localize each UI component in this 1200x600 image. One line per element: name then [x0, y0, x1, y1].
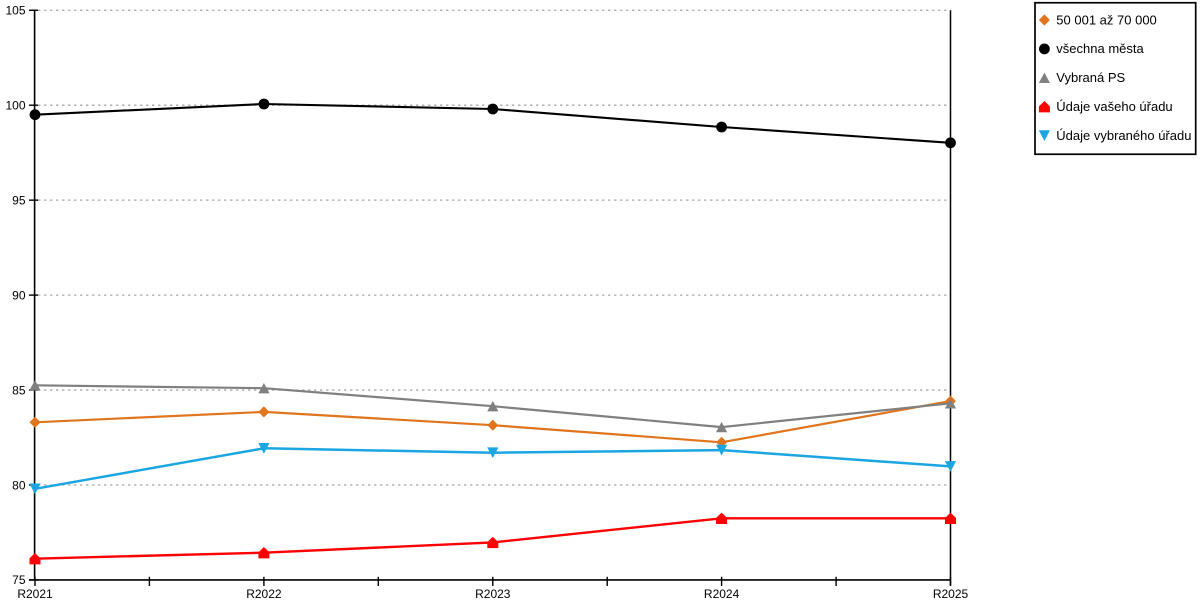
svg-text:Údaje vašeho úřadu: Údaje vašeho úřadu	[1056, 99, 1172, 114]
svg-text:50 001 až 70 000: 50 001 až 70 000	[1056, 12, 1156, 27]
svg-text:Vybraná PS: Vybraná PS	[1056, 70, 1125, 85]
svg-text:80: 80	[12, 478, 26, 492]
svg-text:90: 90	[12, 288, 26, 302]
svg-text:R2021: R2021	[17, 587, 53, 600]
svg-text:75: 75	[12, 573, 26, 587]
svg-text:Údaje vybraného úřadu: Údaje vybraného úřadu	[1056, 128, 1191, 143]
svg-text:R2025: R2025	[933, 587, 969, 600]
svg-text:všechna města: všechna města	[1056, 41, 1144, 56]
svg-text:R2023: R2023	[475, 587, 511, 600]
svg-text:95: 95	[12, 193, 26, 207]
svg-text:100: 100	[5, 99, 25, 113]
svg-text:105: 105	[5, 4, 25, 18]
svg-text:R2024: R2024	[704, 587, 740, 600]
svg-text:85: 85	[12, 383, 26, 397]
svg-text:R2022: R2022	[246, 587, 282, 600]
